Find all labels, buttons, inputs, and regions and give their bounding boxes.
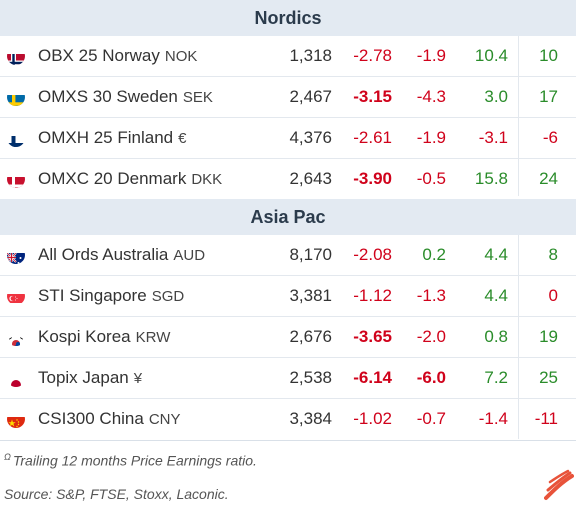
change-value: -4.3	[416, 87, 446, 106]
change-value: 0.2	[422, 245, 446, 264]
change-value: -2.61	[353, 128, 392, 147]
change-value: -2.78	[353, 46, 392, 65]
pe-ratio: 8	[548, 245, 558, 264]
currency-label: SGD	[151, 288, 185, 305]
china-flag-icon	[7, 410, 25, 428]
currency-label: AUD	[173, 247, 206, 264]
change-value: 15.8	[474, 169, 508, 188]
change-value: -2.08	[353, 245, 392, 264]
index-level: 3,384	[289, 409, 332, 428]
currency-label: NOK	[164, 48, 198, 65]
change-value: -0.7	[416, 409, 446, 428]
currency-label: KRW	[135, 329, 171, 346]
pe-ratio: -6	[542, 128, 558, 147]
index-level: 2,538	[289, 368, 332, 387]
change-value: -3.90	[353, 169, 392, 188]
laconic-logo-icon	[544, 468, 574, 502]
change-value: 10.4	[474, 46, 508, 65]
change-value: -2.0	[416, 327, 446, 346]
currency-label: €	[178, 130, 187, 147]
change-value: 0.8	[484, 327, 508, 346]
pe-ratio: 25	[539, 368, 558, 387]
index-name: OMXH 25 Finland €	[38, 128, 187, 147]
change-value: 4.4	[484, 286, 508, 305]
change-value: -0.5	[416, 169, 446, 188]
change-value: 7.2	[484, 368, 508, 387]
pe-ratio: 10	[539, 46, 558, 65]
pe-ratio: 0	[548, 286, 558, 305]
index-name: OBX 25 Norway NOK	[38, 46, 198, 65]
source-note: Source: S&P, FTSE, Stoxx, Laconic.	[4, 486, 229, 502]
asia-pac-rows: All Ords Australia AUD 8,170 -2.08 0.2 4.…	[0, 235, 576, 439]
change-value: -3.65	[353, 327, 392, 346]
change-value: -1.9	[416, 128, 446, 147]
sweden-flag-icon	[7, 88, 25, 106]
pe-ratio: 24	[539, 169, 558, 188]
pe-ratio: 17	[539, 87, 558, 106]
change-value: 3.0	[484, 87, 508, 106]
table-row: OMXS 30 Sweden SEK 2,467 -3.15 -4.3 3.0 1…	[0, 77, 576, 118]
currency-label: DKK	[191, 171, 223, 188]
finland-flag-icon	[7, 129, 25, 147]
singapore-flag-icon	[7, 287, 25, 305]
norway-flag-icon	[7, 47, 25, 65]
japan-flag-icon	[7, 369, 25, 387]
footnote-text: Trailing 12 months Price Earnings ratio.	[12, 452, 257, 469]
table-row: CSI300 China CNY 3,384 -1.02 -0.7 -1.4 -1…	[0, 399, 576, 439]
index-name: OMXC 20 Denmark DKK	[38, 169, 223, 188]
currency-label: SEK	[182, 89, 213, 106]
index-name: Kospi Korea KRW	[38, 327, 171, 346]
index-name: All Ords Australia AUD	[38, 245, 206, 264]
change-value: -1.12	[353, 286, 392, 305]
index-name: STI Singapore SGD	[38, 286, 185, 305]
column-divider	[518, 235, 519, 439]
denmark-flag-icon	[7, 170, 25, 188]
section-header-nordics: Nordics	[0, 0, 576, 36]
change-value: -3.15	[353, 87, 392, 106]
index-level: 2,643	[289, 169, 332, 188]
section-header-asia-pac: Asia Pac	[0, 199, 576, 235]
index-level: 4,376	[289, 128, 332, 147]
pe-ratio: 19	[539, 327, 558, 346]
change-value: 4.4	[484, 245, 508, 264]
index-level: 2,467	[289, 87, 332, 106]
australia-flag-icon	[7, 246, 25, 264]
index-level: 8,170	[289, 245, 332, 264]
change-value: -1.9	[416, 46, 446, 65]
index-name: OMXS 30 Sweden SEK	[38, 87, 213, 106]
table-row: STI Singapore SGD 3,381 -1.12 -1.3 4.4 0	[0, 276, 576, 317]
nordics-rows: OBX 25 Norway NOK 1,318 -2.78 -1.9 10.4 1…	[0, 36, 576, 199]
index-name: CSI300 China CNY	[38, 409, 181, 428]
table-row: Kospi Korea KRW 2,676 -3.65 -2.0 0.8 19	[0, 317, 576, 358]
index-level: 1,318	[289, 46, 332, 65]
pe-ratio: -11	[534, 409, 558, 428]
currency-label: ¥	[133, 370, 143, 387]
table-row: All Ords Australia AUD 8,170 -2.08 0.2 4.…	[0, 235, 576, 276]
korea-flag-icon	[7, 328, 25, 346]
index-name: Topix Japan ¥	[38, 368, 143, 387]
table-row: Topix Japan ¥ 2,538 -6.14 -6.0 7.2 25	[0, 358, 576, 399]
change-value: -6.0	[416, 368, 446, 387]
table-row: OMXH 25 Finland € 4,376 -2.61 -1.9 -3.1 -…	[0, 118, 576, 159]
column-divider	[518, 36, 519, 196]
index-level: 2,676	[289, 327, 332, 346]
footnote: Ω Trailing 12 months Price Earnings ratio…	[4, 452, 257, 469]
table-bottom-border	[0, 440, 576, 441]
currency-label: CNY	[148, 411, 181, 428]
footnote-marker: Ω	[4, 452, 11, 462]
change-value: -1.3	[416, 286, 446, 305]
table-row: OBX 25 Norway NOK 1,318 -2.78 -1.9 10.4 1…	[0, 36, 576, 77]
change-value: -6.14	[353, 368, 392, 387]
index-level: 3,381	[289, 286, 332, 305]
table-row: OMXC 20 Denmark DKK 2,643 -3.90 -0.5 15.8…	[0, 159, 576, 199]
change-value: -1.02	[353, 409, 392, 428]
change-value: -3.1	[478, 128, 508, 147]
change-value: -1.4	[478, 409, 508, 428]
